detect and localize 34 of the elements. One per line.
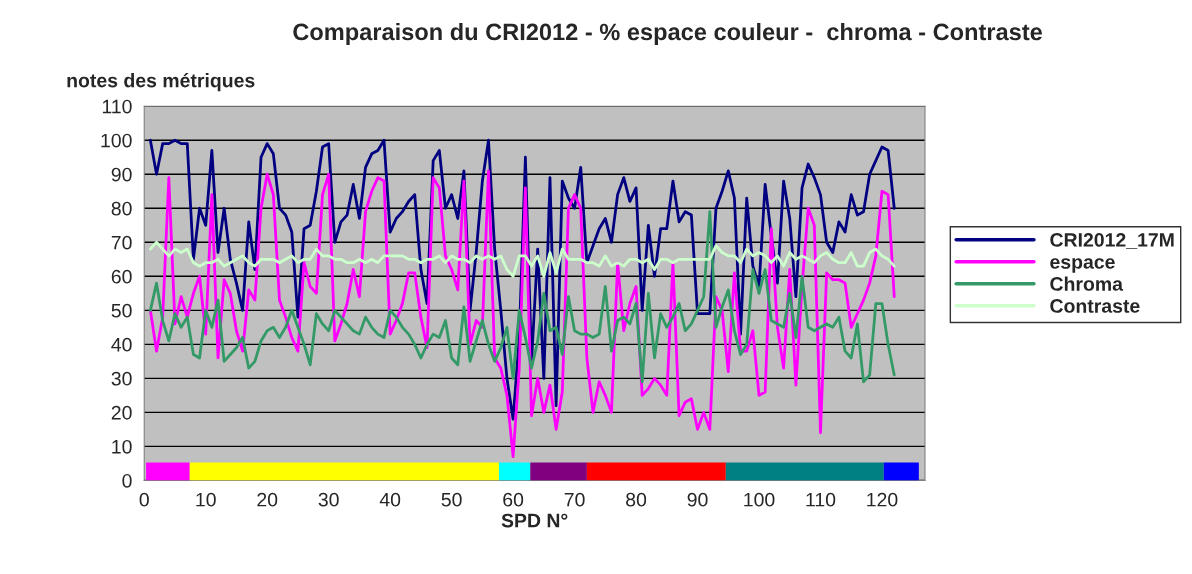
x-tick-label: 50 — [441, 492, 462, 507]
y-tick-label: 0 — [122, 473, 132, 488]
y-tick-label: 100 — [101, 133, 132, 148]
y-tick-label: 110 — [102, 99, 132, 114]
line-series — [148, 210, 896, 384]
x-tick-label: 60 — [503, 492, 524, 507]
y-tick-label: 10 — [112, 439, 132, 454]
x-tick-label: 0 — [139, 492, 149, 507]
y-tick-label: 40 — [111, 337, 132, 352]
y-tick-label: 90 — [111, 167, 132, 182]
x-tick-label: 10 — [196, 492, 216, 507]
legend-label: espace — [1050, 258, 1115, 273]
line-series — [148, 240, 896, 278]
y-axis-title: notes des métriques — [67, 72, 255, 92]
x-tick-label: 40 — [379, 492, 401, 507]
x-tick-label: 80 — [626, 492, 647, 507]
y-tick-label: 70 — [111, 235, 132, 250]
y-tick-label: 20 — [111, 405, 132, 420]
x-tick-label: 90 — [687, 492, 708, 507]
y-tick-label: 80 — [111, 201, 132, 216]
y-tick-label: 30 — [111, 371, 132, 386]
x-tick-label: 100 — [744, 492, 775, 507]
chart-title: Comparaison du CRI2012 - % espace couleur - chroma - Contraste — [293, 22, 1042, 45]
x-axis-title: SPD N° — [501, 513, 568, 528]
x-tick-label: 120 — [867, 492, 898, 507]
x-tick-label: 30 — [318, 492, 339, 507]
x-tick-label: 20 — [257, 492, 278, 507]
legend-label: Chroma — [1050, 276, 1124, 291]
x-tick-label: 70 — [564, 492, 585, 507]
legend-label: CRI2012_17M — [1050, 233, 1174, 249]
y-tick-label: 60 — [111, 269, 132, 284]
x-tick-label: 110 — [806, 492, 836, 507]
legend-label: Contraste — [1050, 299, 1140, 313]
y-tick-label: 50 — [111, 303, 132, 318]
